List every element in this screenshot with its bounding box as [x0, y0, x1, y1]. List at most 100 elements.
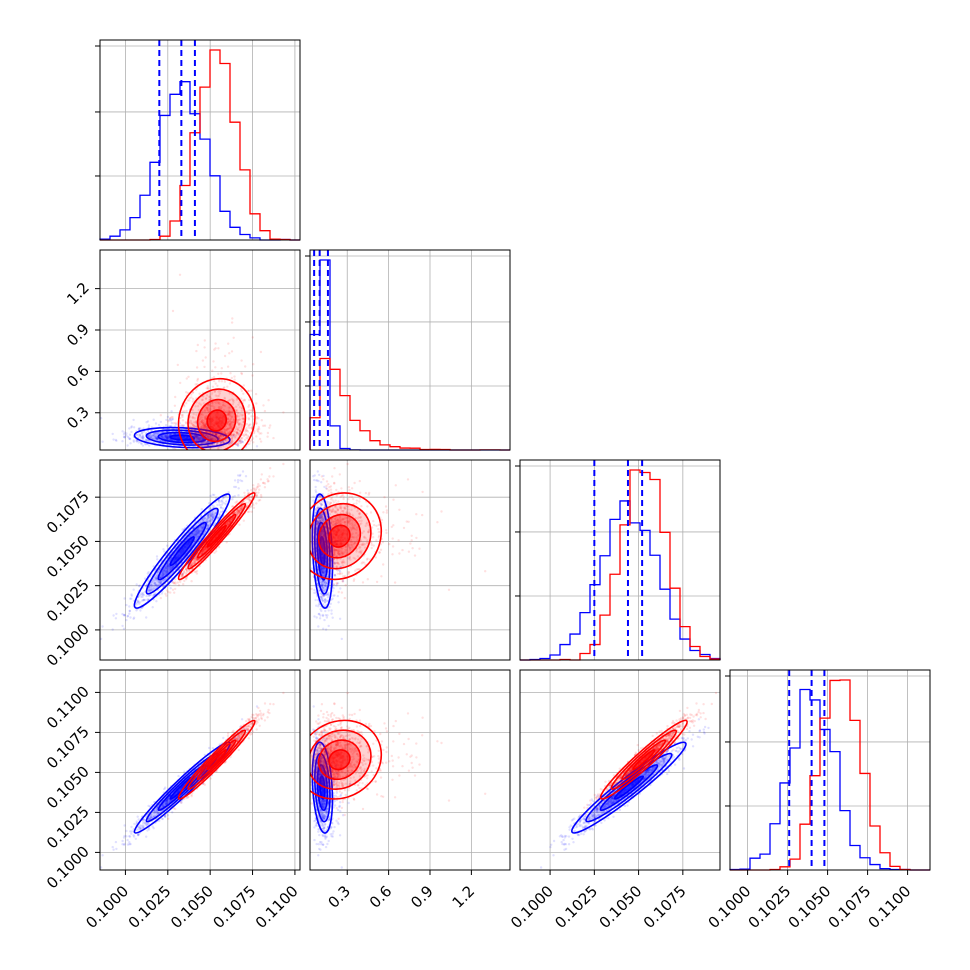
scatter-point-blue: [207, 440, 210, 444]
scatter-point-red: [269, 424, 272, 427]
scatter-point-blue: [200, 436, 203, 439]
panel-frame: [99, 39, 301, 241]
scatter-point-red: [196, 435, 199, 438]
scatter-point-blue: [168, 437, 171, 440]
scatter-point-red: [226, 429, 229, 432]
scatter-point-red: [241, 417, 244, 421]
scatter-point-red: [184, 577, 188, 580]
scatter-point-red: [258, 432, 261, 435]
scatter-point-red: [216, 433, 219, 437]
scatter-point-red: [159, 596, 162, 600]
scatter-point-blue: [194, 529, 198, 532]
scatter-point-red: [242, 392, 245, 395]
scatter-point-red: [218, 406, 221, 409]
scatter-point-red: [205, 426, 208, 429]
scatter-point-blue: [161, 435, 164, 438]
scatter-point-red: [190, 563, 194, 567]
scatter-point-red: [258, 498, 262, 502]
scatter-point-red: [190, 393, 193, 396]
scatter-point-blue: [128, 437, 131, 440]
scatter-point-red: [200, 552, 203, 555]
scatter-point-red: [224, 428, 228, 431]
scatter-point-red: [209, 407, 212, 411]
scatter-point-blue: [125, 618, 128, 622]
scatter-point-blue: [214, 496, 218, 500]
scatter-point-red: [250, 510, 253, 513]
scatter-point-blue: [167, 565, 170, 568]
scatter-point-blue: [132, 439, 135, 442]
scatter-point-blue: [195, 438, 199, 441]
scatter-point-red: [282, 462, 285, 466]
scatter-point-red: [260, 432, 263, 435]
scatter-point-red: [238, 426, 241, 429]
scatter-point-red: [239, 439, 242, 442]
scatter-point-red: [206, 436, 209, 439]
scatter-point-blue: [197, 437, 201, 441]
scatter-point-blue: [165, 434, 168, 437]
scatter-point-red: [236, 512, 239, 515]
scatter-point-blue: [130, 593, 133, 596]
scatter-point-red: [190, 563, 193, 566]
scatter-point-red: [193, 570, 196, 573]
scatter-point-red: [250, 426, 253, 429]
scatter-point-red: [236, 418, 240, 421]
scatter-point-blue: [149, 440, 152, 444]
scatter-point-red: [231, 440, 234, 443]
scatter-point-red: [409, 542, 412, 545]
scatter-point-red: [190, 396, 193, 399]
scatter-point-red: [194, 421, 197, 424]
scatter-point-blue: [164, 435, 167, 439]
scatter-point-blue: [195, 435, 198, 438]
scatter-point-red: [225, 541, 228, 544]
scatter-point-red: [185, 565, 188, 569]
scatter-point-blue: [122, 435, 126, 438]
scatter-point-blue: [146, 420, 150, 423]
scatter-point-blue: [165, 437, 169, 441]
scatter-point-red: [258, 437, 262, 441]
scatter-point-blue: [207, 519, 210, 523]
scatter-point-red: [207, 404, 210, 407]
scatter-point-red: [214, 347, 217, 350]
scatter-point-red: [228, 520, 232, 524]
scatter-point-blue: [196, 437, 200, 440]
scatter-point-red: [248, 510, 251, 513]
scatter-point-red: [240, 359, 243, 362]
scatter-point-blue: [123, 597, 126, 600]
scatter-point-red: [202, 437, 205, 440]
scatter-point-red: [268, 426, 271, 429]
scatter-point-blue: [240, 440, 244, 443]
scatter-point-blue: [121, 624, 124, 628]
scatter-point-red: [208, 403, 211, 406]
scatter-point-red: [165, 435, 168, 439]
scatter-point-red: [221, 431, 225, 434]
scatter-point-blue: [145, 421, 148, 424]
scatter-point-red: [236, 427, 239, 430]
scatter-point-red: [361, 581, 365, 584]
scatter-point-red: [269, 467, 272, 470]
scatter-point-red: [191, 391, 195, 394]
scatter-point-red: [211, 404, 214, 408]
scatter-point-red: [203, 346, 206, 349]
scatter-point-red: [201, 398, 204, 402]
scatter-point-blue: [126, 614, 130, 618]
scatter-point-red: [228, 411, 232, 414]
scatter-point-blue: [111, 432, 114, 436]
scatter-point-red: [228, 520, 231, 523]
scatter-point-red: [228, 422, 231, 426]
scatter-point-red: [252, 506, 256, 509]
scatter-point-blue: [128, 427, 131, 430]
scatter-point-blue: [132, 418, 135, 422]
scatter-point-red: [194, 556, 197, 560]
scatter-point-red: [185, 568, 188, 571]
scatter-point-red: [203, 422, 206, 425]
scatter-point-red: [183, 570, 186, 574]
scatter-point-red: [198, 402, 201, 405]
scatter-point-blue: [114, 438, 118, 442]
scatter-point-red: [206, 408, 209, 412]
scatter-point-blue: [234, 485, 238, 489]
scatter-point-red: [228, 420, 231, 423]
scatter-point-red: [206, 427, 209, 430]
scatter-point-red: [193, 434, 196, 437]
scatter-point-red: [231, 398, 234, 401]
scatter-point-red: [191, 415, 194, 419]
